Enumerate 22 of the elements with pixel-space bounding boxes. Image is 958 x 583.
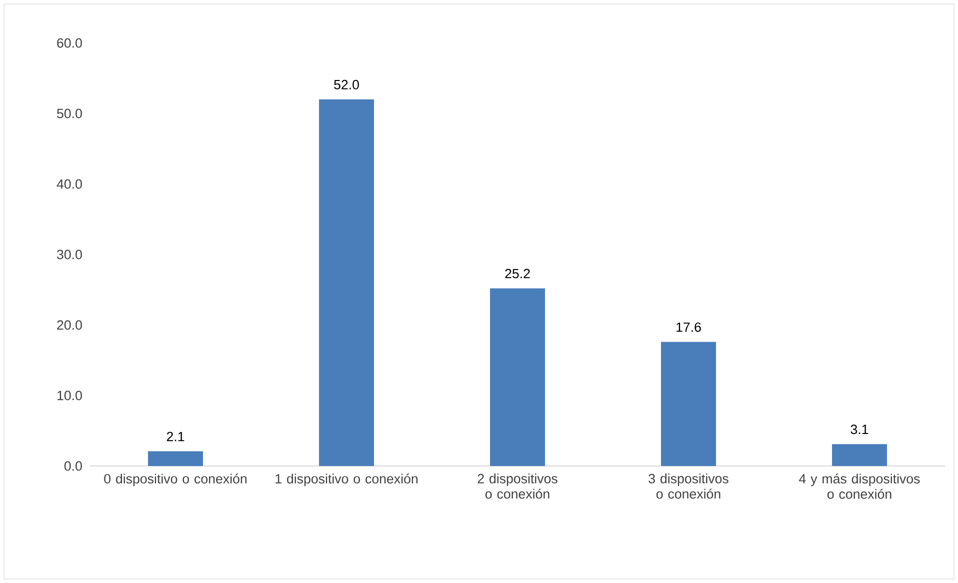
data-label: 17.6 (676, 322, 701, 332)
y-tick-label: 0.0 (64, 461, 82, 471)
bar (660, 342, 716, 466)
bar (148, 451, 204, 466)
x-tick-label: 2 dispositivos o conexión (478, 474, 558, 499)
data-label: 52.0 (334, 80, 359, 90)
y-tick-label: 10.0 (58, 390, 82, 400)
data-label: 25.2 (505, 268, 530, 278)
x-tick-label: 4 y más dispositivos o conexión (799, 474, 920, 499)
y-tick-label: 40.0 (56, 179, 82, 189)
bar (832, 444, 887, 466)
data-label: 3.1 (850, 424, 868, 434)
y-tick-label: 60.0 (57, 38, 82, 48)
x-tick-label: 3 dispositivos o conexión (648, 474, 728, 499)
x-tick-label: 1 dispositivo o conexión (276, 474, 418, 486)
bar (319, 99, 374, 466)
bar (490, 288, 545, 466)
data-label: 2.1 (166, 432, 184, 442)
y-tick-label: 30.0 (56, 250, 82, 260)
y-tick-label: 50.0 (57, 108, 82, 118)
x-tick-label: 0 dispositivo o conexión (104, 474, 246, 486)
y-tick-label: 20.0 (57, 320, 82, 330)
